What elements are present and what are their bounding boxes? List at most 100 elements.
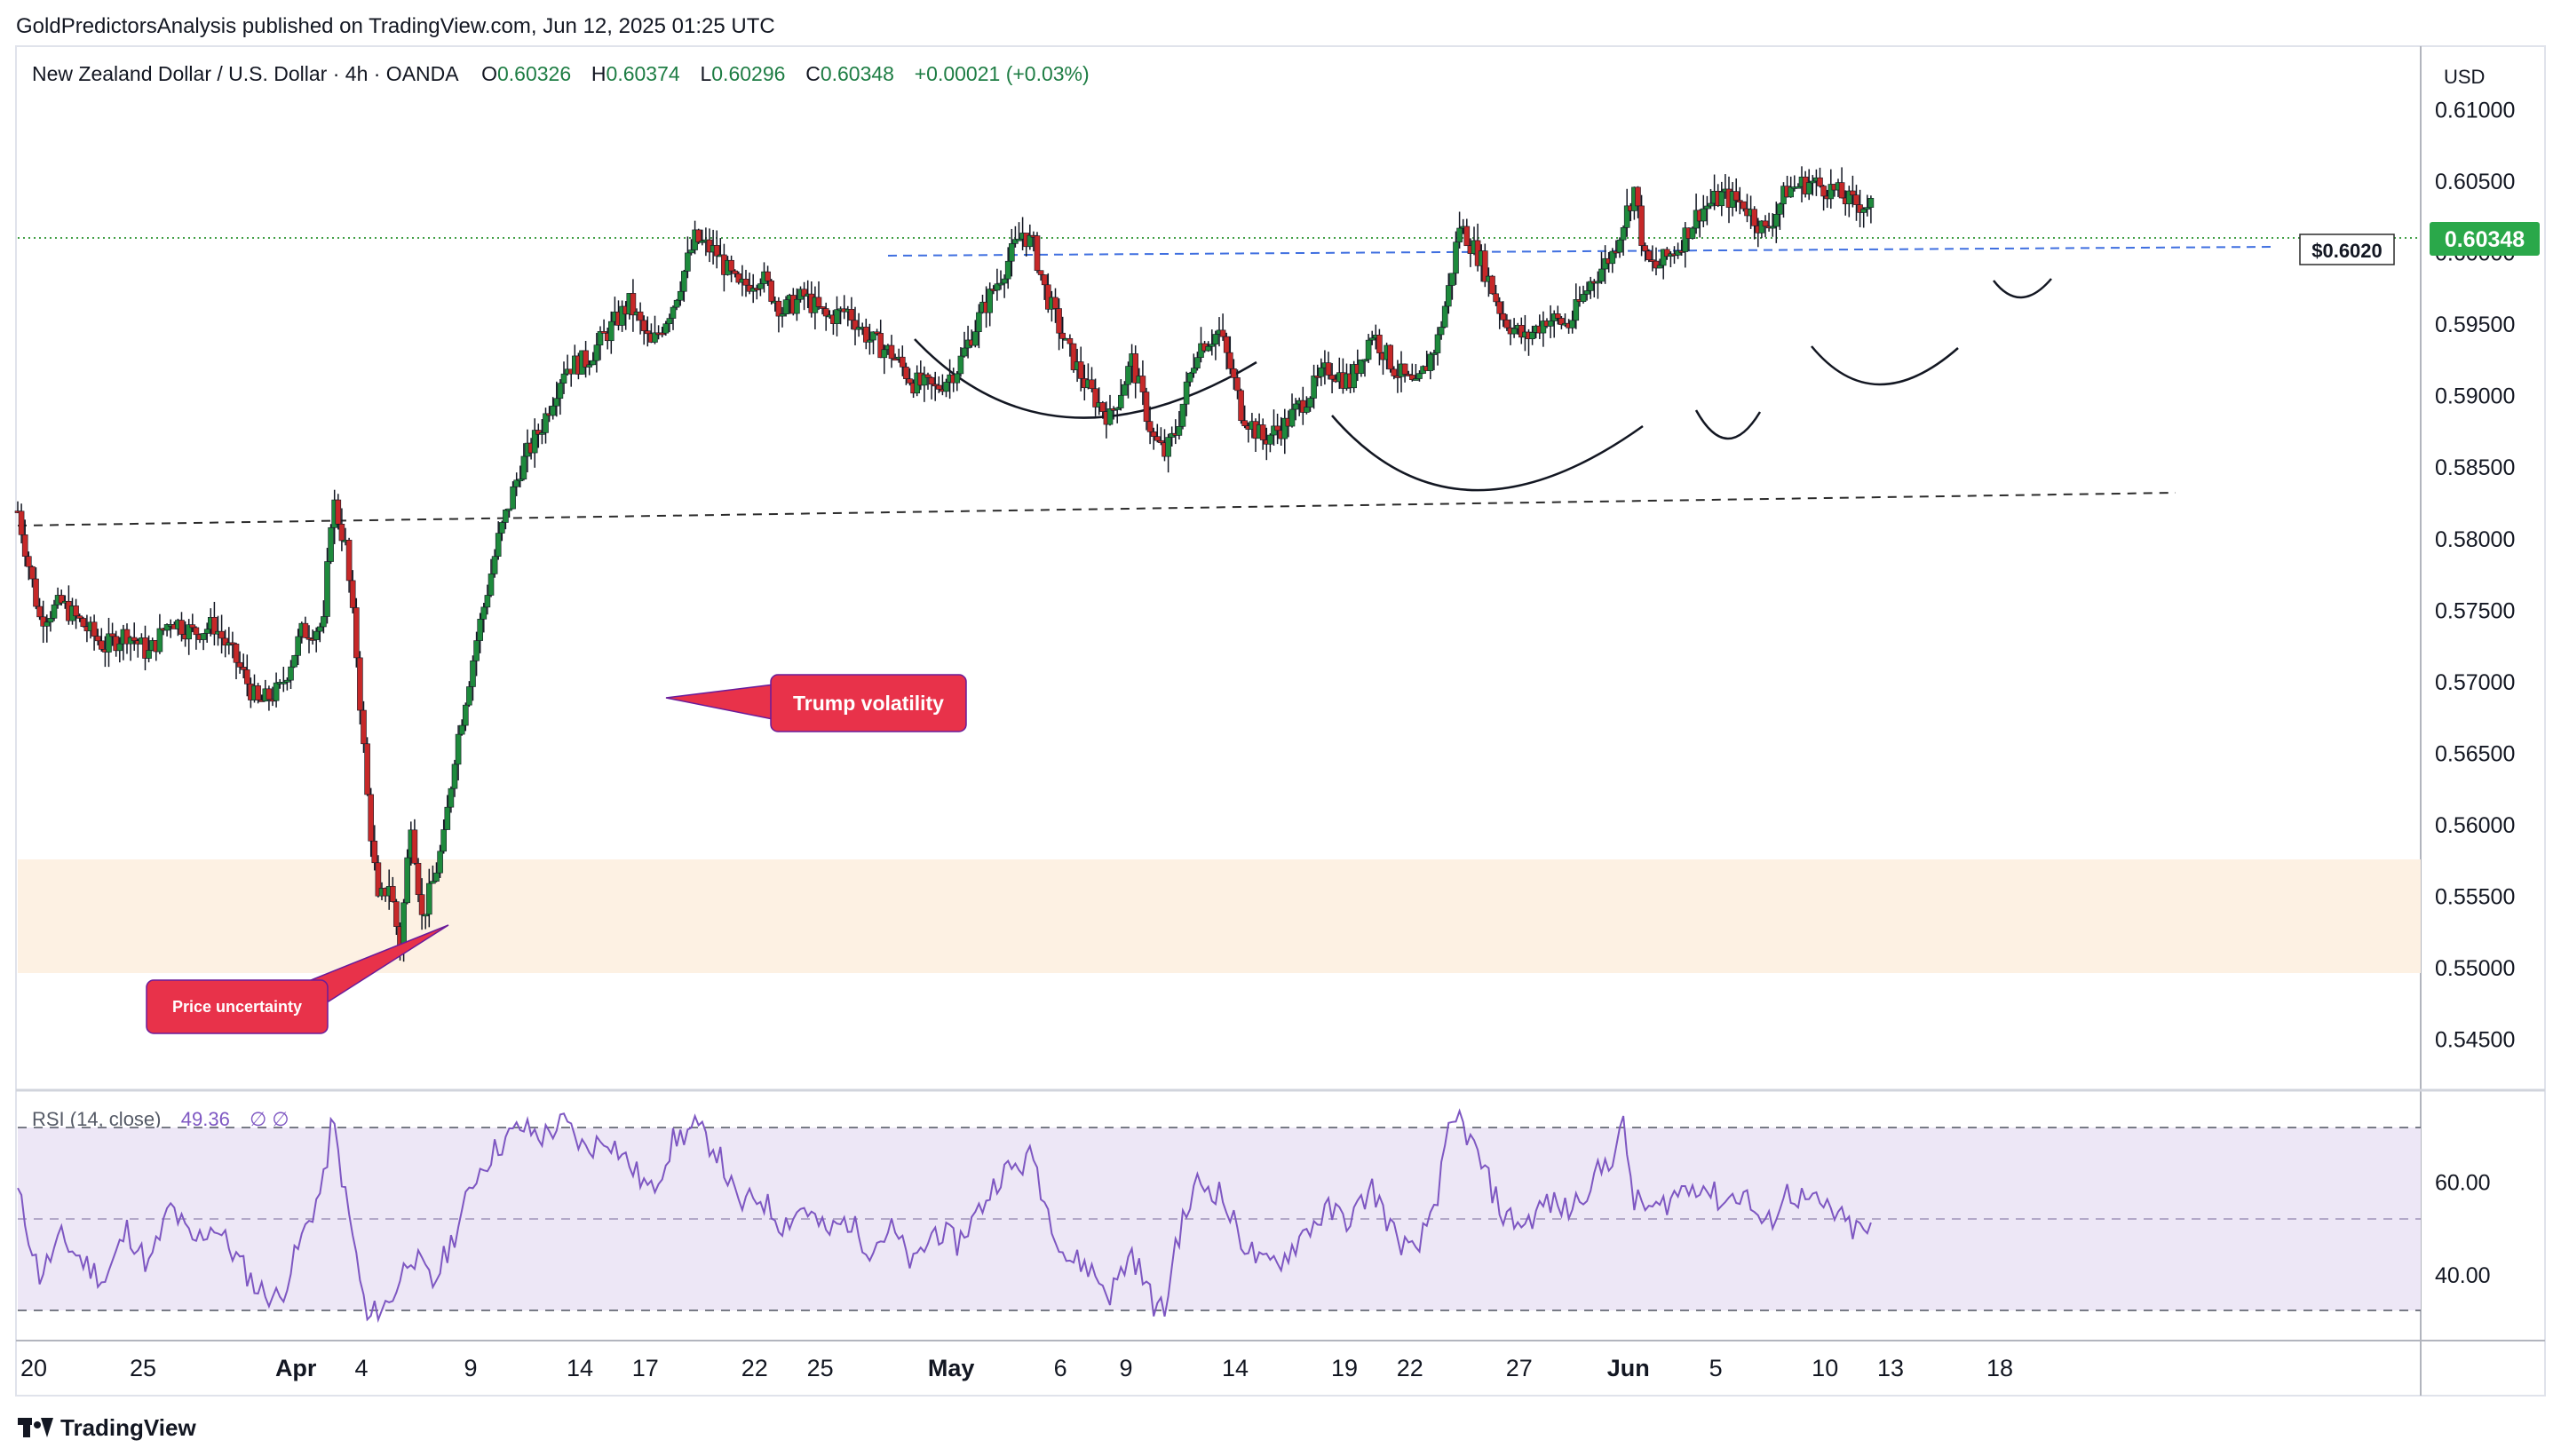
candle-down: [630, 293, 637, 316]
symbol-name: New Zealand Dollar / U.S. Dollar · 4h · …: [32, 62, 458, 85]
candle-up: [1441, 305, 1448, 328]
candle-down: [1328, 375, 1336, 380]
candle-up: [1194, 357, 1201, 368]
candle-up: [1212, 334, 1219, 344]
price-tick-label: 0.57500: [2435, 598, 2515, 623]
candle-up: [870, 331, 876, 341]
candle-up: [491, 556, 498, 574]
candle-down: [36, 605, 43, 618]
candle-down: [1223, 336, 1230, 353]
candle-up: [531, 430, 538, 454]
candle-down: [218, 630, 225, 639]
candle-down: [76, 615, 83, 619]
candle-up: [1788, 186, 1794, 198]
resistance-price-box[interactable]: [2299, 233, 2395, 265]
candle-down: [94, 636, 101, 642]
time-tick-label: 20: [20, 1355, 47, 1381]
candle-down: [907, 378, 913, 384]
rsi-legend[interactable]: RSI (14, close) 49.36 ∅ ∅: [32, 1108, 289, 1131]
candle-up: [163, 624, 170, 631]
candle-down: [1820, 186, 1827, 197]
candle-up: [495, 533, 502, 557]
candle-up: [425, 882, 432, 915]
candle-up: [295, 636, 302, 656]
candle-down: [80, 618, 87, 628]
candle-down: [113, 636, 119, 652]
candle-down: [266, 688, 273, 700]
candle-down: [357, 657, 363, 711]
candle-up: [455, 733, 462, 765]
candle-up: [607, 320, 614, 342]
candle-down: [211, 617, 218, 635]
candle-up: [1547, 320, 1554, 327]
candle-down: [1401, 363, 1408, 375]
candle-down: [862, 327, 869, 343]
candle-down: [659, 332, 666, 336]
candle-up: [1718, 191, 1725, 207]
price-tick-label: 0.56000: [2435, 813, 2515, 838]
candle-down: [243, 669, 250, 684]
candle-up: [422, 914, 429, 917]
price-tick-label: 0.56500: [2435, 741, 2515, 766]
candle-up: [146, 650, 152, 659]
time-tick-label: 18: [1986, 1355, 2013, 1381]
candle-up: [200, 633, 207, 640]
candle-up: [794, 298, 800, 314]
candle-up: [1114, 408, 1121, 410]
candle-down: [775, 300, 782, 317]
chart-border: [15, 45, 2546, 1397]
ohlc-open: O0.60326: [481, 62, 572, 85]
trump-volatility-label: Trump volatility: [793, 692, 944, 715]
candle-up: [590, 360, 597, 366]
candle-down: [335, 499, 342, 525]
candle-up: [498, 522, 505, 534]
time-tick-label: 9: [464, 1355, 477, 1381]
price-tick-label: 0.58000: [2435, 527, 2515, 552]
candle-up: [1288, 408, 1296, 427]
candle-down: [123, 629, 131, 645]
candle-up: [1867, 198, 1875, 208]
symbol-legend[interactable]: New Zealand Dollar / U.S. Dollar · 4h · …: [32, 62, 1090, 86]
time-tick-label: 22: [1397, 1355, 1423, 1381]
candle-down: [1099, 402, 1106, 412]
candle-up: [586, 364, 593, 368]
candle-up: [506, 508, 512, 511]
candle-up: [430, 881, 436, 884]
candle-up: [440, 829, 448, 852]
candle-up: [1281, 417, 1288, 439]
candle-down: [583, 350, 589, 368]
time-tick-label: 6: [1054, 1355, 1067, 1381]
time-tick-label: 19: [1331, 1355, 1358, 1381]
candle-up: [685, 252, 691, 272]
candle-down: [368, 794, 375, 842]
candle-up: [1860, 209, 1867, 213]
candle-up: [1027, 234, 1034, 248]
trump-volatility-callout[interactable]: [770, 674, 967, 732]
candle-down: [1300, 400, 1306, 413]
candle-down: [1638, 205, 1645, 246]
candle-down: [728, 259, 734, 272]
last-price-badge[interactable]: [2430, 222, 2540, 256]
candle-down: [1409, 375, 1415, 380]
candle-up: [1183, 381, 1190, 405]
tradingview-logo[interactable]: TradingView: [18, 1413, 196, 1442]
candle-up: [652, 332, 658, 343]
candle-down: [21, 534, 28, 557]
candle-up: [994, 283, 1001, 291]
candle-down: [1664, 249, 1670, 257]
time-tick-label: 13: [1877, 1355, 1904, 1381]
candle-up: [662, 323, 670, 334]
currency-label[interactable]: USD: [2444, 66, 2486, 88]
candle-up: [1179, 403, 1186, 427]
candle-up: [1176, 425, 1183, 436]
candle-down: [903, 367, 909, 379]
candle-up: [1656, 265, 1663, 269]
price-uncertainty-callout[interactable]: [146, 979, 329, 1034]
candle-down: [1034, 235, 1041, 271]
candle-down: [361, 709, 367, 745]
candle-down: [1503, 319, 1510, 328]
candle-down: [1274, 425, 1280, 431]
neckline: [17, 492, 2176, 526]
candle-down: [1642, 245, 1648, 252]
